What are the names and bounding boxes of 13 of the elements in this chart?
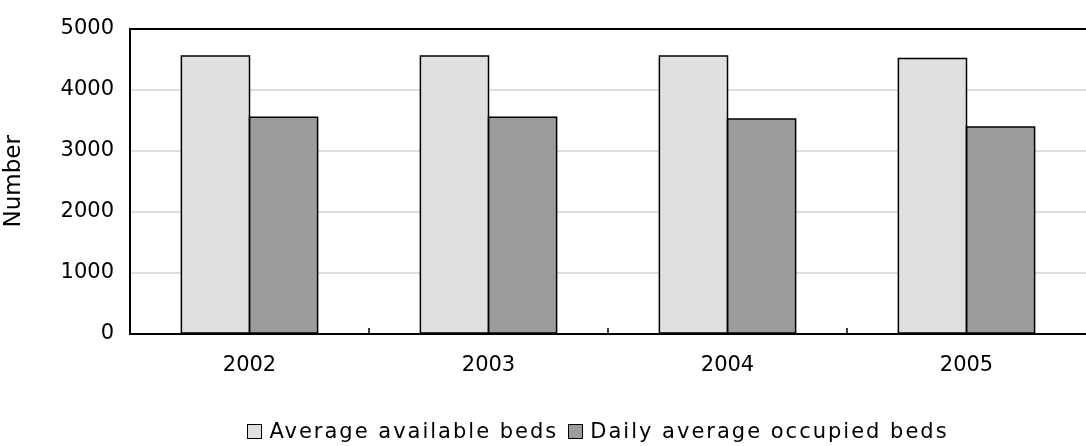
y-axis-title: Number	[0, 134, 25, 228]
y-tick-label: 0	[100, 320, 114, 345]
y-tick-label: 4000	[60, 76, 114, 101]
y-tick-label: 5000	[60, 15, 114, 40]
x-tick-label: 2005	[939, 352, 994, 377]
y-tick-label: 2000	[60, 198, 114, 223]
x-tick-label: 2004	[700, 352, 755, 377]
x-tick-label: 2002	[222, 352, 277, 377]
legend-label: Average available beds	[269, 419, 559, 443]
legend-label: Daily average occupied beds	[590, 419, 949, 443]
x-tick-label: 2003	[461, 352, 516, 377]
y-tick-label: 1000	[60, 259, 114, 284]
y-tick-label: 3000	[60, 137, 114, 162]
